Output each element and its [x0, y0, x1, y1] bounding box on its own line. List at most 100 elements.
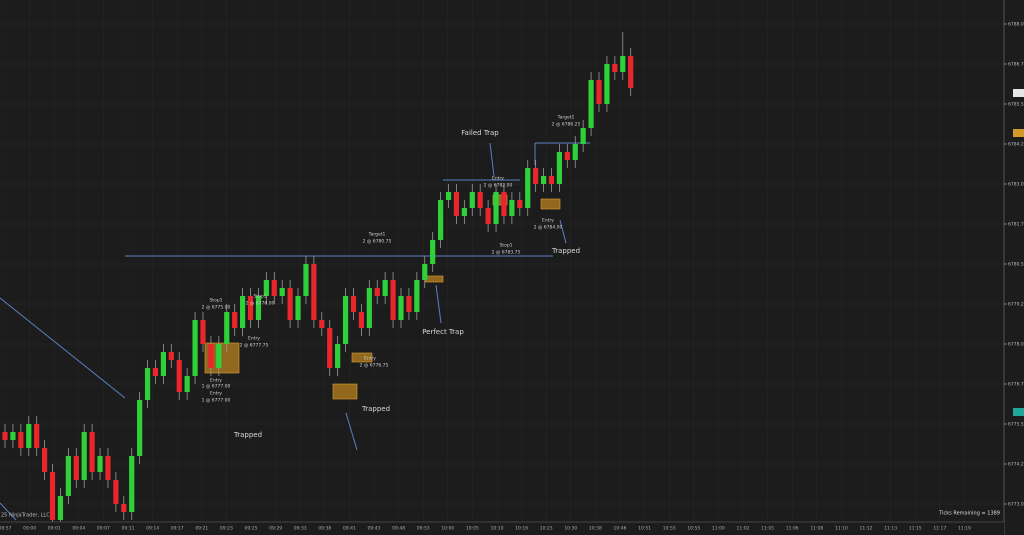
candle-body [137, 400, 143, 456]
price-badge [1013, 129, 1024, 137]
trend-line [0, 297, 126, 399]
annotation: Entry [210, 378, 222, 384]
x-tick-label: 09:21 [195, 526, 208, 532]
zone [424, 275, 444, 283]
annotation: Stop1 [499, 243, 512, 249]
x-tick-label: 11:06 [786, 526, 799, 532]
candle-body [350, 296, 357, 312]
candle-body [176, 360, 182, 392]
x-tick-label: 11:15 [909, 526, 922, 532]
candle-body [485, 208, 491, 224]
x-tick-label: 09:00 [23, 526, 36, 532]
x-tick-label: 11:08 [810, 526, 823, 532]
y-tick-label: 6786.75 [1008, 62, 1024, 68]
annotation: Entry [210, 391, 222, 397]
x-tick-label: 09:43 [368, 526, 381, 532]
x-tick-label: 10:30 [564, 526, 577, 532]
candle-body [596, 80, 602, 104]
x-tick-label: 11:12 [860, 526, 873, 532]
candle-body [192, 320, 198, 376]
candle-body [517, 200, 523, 208]
candle-body [168, 352, 174, 360]
annotation: Perfect Trap [422, 328, 464, 336]
candle-body [556, 152, 562, 184]
candle-body [81, 432, 87, 480]
annotations: Failed Trap Perfect Trap Trapped Trapped Tra… [202, 115, 581, 440]
candle-body [295, 296, 301, 320]
candle-body [255, 296, 262, 320]
candle-body [319, 320, 325, 328]
zone [351, 352, 373, 363]
price-axis [1004, 0, 1024, 535]
annotation: Entry [248, 336, 260, 342]
candle-body [2, 432, 8, 440]
arrow [489, 142, 495, 177]
annotation: 2 @ 6784.00 [534, 225, 563, 231]
candle-body [247, 296, 254, 320]
y-axis: 6788.00 6786.75 6785.50 6784.25 6783.00 6781.… [1004, 22, 1024, 508]
candle-body [501, 192, 507, 216]
y-tick-label: 6778.00 [1008, 342, 1024, 348]
x-tick-label: 11:10 [835, 526, 848, 532]
candle-body [628, 56, 634, 88]
candle-body [588, 80, 594, 128]
candle-body [89, 432, 95, 472]
price-badge [1013, 408, 1024, 416]
candle-body [533, 168, 539, 184]
y-tick-label: 6781.75 [1008, 222, 1024, 228]
x-tick-label: 09:07 [97, 526, 110, 532]
copyright: 25 NinjaTrader, LLC [1, 513, 50, 519]
x-tick-label: 09:04 [72, 526, 85, 532]
candle-body [271, 280, 277, 296]
y-tick-label: 6773.00 [1008, 502, 1024, 508]
x-tick-label: 11:05 [761, 526, 774, 532]
candle-body [224, 312, 230, 344]
candle-body [18, 432, 24, 448]
candle-body [406, 296, 412, 312]
x-axis: 08:57 09:00 09:01 09:04 09:07 09:11 09:14 09:17… [0, 526, 971, 532]
candle-body [358, 312, 364, 328]
time-axis [0, 522, 1004, 535]
candle-body [335, 344, 341, 368]
y-tick-label: 6780.50 [1008, 262, 1024, 268]
annotation: 2 @ 6780.75 [363, 239, 392, 245]
x-tick-label: 10:38 [589, 526, 602, 532]
x-tick-label: 08:57 [0, 526, 12, 532]
candle-body [232, 312, 238, 328]
candle-body [580, 128, 586, 144]
candle-body [129, 456, 135, 512]
candle-body [540, 176, 547, 184]
x-tick-label: 10:51 [638, 526, 651, 532]
annotation: Stop1 [253, 294, 266, 300]
candle-body [73, 456, 79, 480]
arrow [345, 412, 358, 451]
candle-body [422, 264, 428, 280]
x-tick-label: 09:33 [294, 526, 307, 532]
y-tick-label: 6776.75 [1008, 382, 1024, 388]
x-tick-label: 11:19 [958, 526, 971, 532]
annotation: 2 @ 6775.00 [202, 305, 231, 311]
x-tick-label: 10:53 [663, 526, 676, 532]
candle-body [438, 200, 444, 240]
candle-body [612, 64, 618, 72]
y-tick-label: 6779.25 [1008, 302, 1024, 308]
candle-body [65, 456, 71, 496]
arrow [559, 219, 567, 244]
trend-line [0, 502, 17, 521]
candle-body [469, 192, 475, 208]
candle-body [34, 424, 40, 448]
annotation: Target1 [557, 115, 575, 121]
x-tick-label: 10:46 [614, 526, 627, 532]
candle-body [366, 288, 372, 328]
x-tick-label: 09:53 [417, 526, 430, 532]
candle-body [263, 280, 269, 296]
candle-body [113, 480, 119, 504]
annotation: 1 @ 6777.00 [202, 398, 231, 404]
annotation: Target1 [368, 232, 386, 238]
candle-body [525, 168, 531, 208]
annotation: 2 @ 6777.75 [240, 343, 269, 349]
candle-body [42, 448, 48, 472]
annotation: 2 @ 6783.75 [492, 250, 521, 256]
